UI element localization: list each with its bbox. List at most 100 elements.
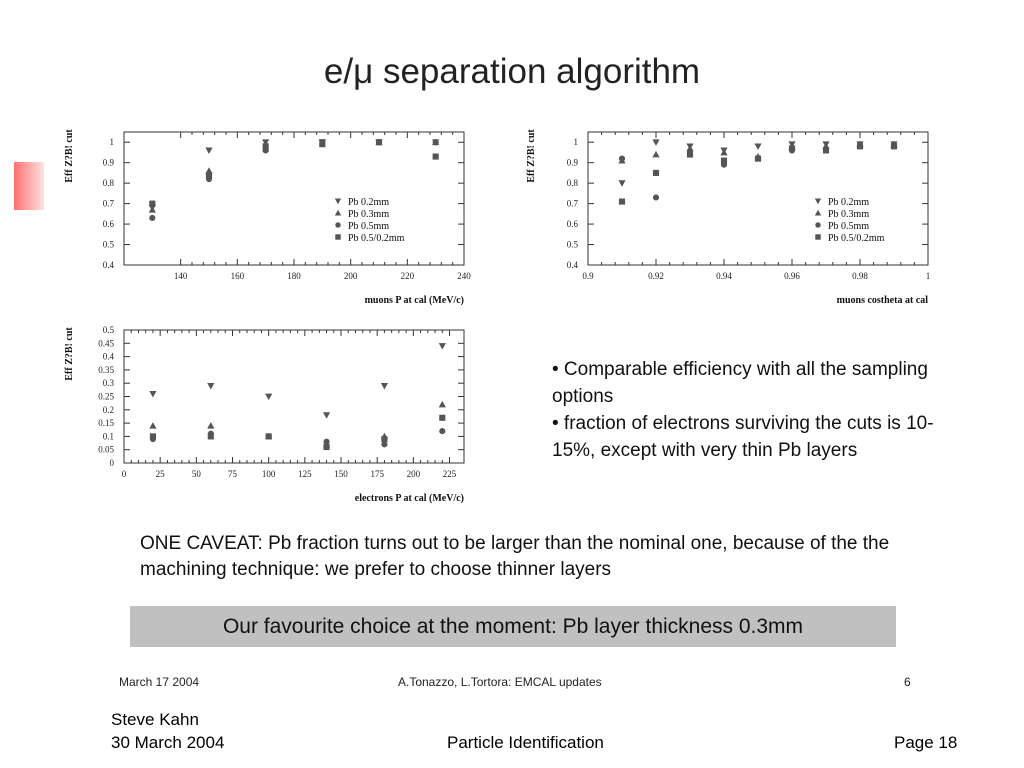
data-point-square [856, 143, 864, 150]
legend-marker-circle [335, 222, 341, 228]
data-point-down-triangle [618, 180, 626, 187]
data-point-circle [149, 214, 156, 221]
legend-entry: Pb 0.5mm [828, 221, 869, 232]
y-tick-label: 0.05 [98, 445, 114, 455]
x-tick-label: 225 [443, 469, 457, 479]
legend-entry: Pb 0.3mm [348, 209, 389, 220]
chart-electrons-momentum: 0 0.05 0.1 0.15 0.2 0.25 0.3 0.35 0.4 0.45 0.5 0 25 5… [64, 325, 465, 504]
legend-marker-down-triangle [334, 198, 342, 205]
data-point-circle [432, 139, 439, 146]
data-point-circle [323, 438, 330, 445]
data-point-square [618, 198, 626, 205]
data-point-square [652, 169, 660, 176]
data-point-down-triangle [652, 139, 660, 146]
data-point-circle [381, 441, 388, 448]
data-point-square [149, 433, 156, 440]
x-tick-label: 0.92 [648, 271, 664, 281]
data-point-square [381, 436, 388, 443]
data-point-down-triangle [149, 390, 157, 398]
bullet-list: • Comparable efficiency with all the sam… [552, 356, 952, 464]
x-tick-label: 240 [457, 271, 471, 281]
data-point-square [822, 147, 830, 154]
y-tick-label: 0.6 [103, 219, 115, 229]
x-tick-label: 220 [401, 271, 415, 281]
bullet-item: • Comparable efficiency with all the sam… [552, 359, 928, 407]
conclusion-banner: Our favourite choice at the moment: Pb l… [130, 606, 896, 647]
x-tick-label: 50 [192, 469, 202, 479]
x-tick-label: 125 [298, 469, 312, 479]
data-point-circle [618, 155, 626, 162]
y-tick-label: 0.35 [98, 365, 114, 375]
data-point-square [319, 139, 326, 146]
y-tick-label: 0.5 [103, 325, 115, 335]
x-axis-label: muons P at cal (MeV/c) [365, 295, 464, 306]
footer-date: 30 March 2004 [111, 733, 225, 752]
plot-frame [587, 131, 929, 266]
y-axis-label: Eff Z?B! cut [64, 327, 75, 381]
caveat-text: ONE CAVEAT: Pb fraction turns out to be … [140, 533, 890, 580]
chart-muons-momentum: 0.4 0.5 0.6 0.7 0.8 0.9 1 140 160 180 200 220 240 muo… [64, 129, 471, 306]
data-point-square [686, 151, 694, 158]
y-axis-label: Eff Z?B! cut [526, 129, 537, 183]
chart-muons-costheta: 0.4 0.5 0.6 0.7 0.8 0.9 1 0.9 0.92 0.94 0.96 0.98 1 m… [526, 129, 930, 306]
decorative-accent-bar [14, 162, 44, 210]
x-tick-label: 0.94 [716, 271, 732, 281]
data-point-square [432, 153, 439, 160]
legend-marker-square [335, 234, 341, 240]
data-point-square [375, 139, 383, 146]
embedded-slide-page: 6 [904, 675, 911, 689]
x-tick-label: 0 [122, 469, 127, 479]
y-tick-label: 0.8 [103, 178, 115, 188]
y-tick-label: 0.2 [103, 405, 114, 415]
legend-marker-up-triangle [814, 209, 822, 216]
data-point-square [439, 414, 446, 421]
legend-entry: Pb 0.2mm [828, 197, 869, 208]
x-tick-label: 175 [370, 469, 384, 479]
y-tick-label: 0.25 [98, 392, 114, 402]
legend-entry: Pb 0.2mm [348, 197, 389, 208]
data-point-square [323, 443, 330, 451]
y-tick-label: 0.7 [567, 199, 579, 209]
x-tick-label: 0.98 [852, 271, 868, 281]
x-axis-label: electrons P at cal (MeV/c) [355, 493, 464, 504]
data-point-square [788, 145, 796, 152]
data-point-square [262, 143, 269, 150]
legend-entry: Pb 0.3mm [828, 209, 869, 220]
legend-marker-circle [815, 222, 821, 228]
data-point-square [890, 143, 898, 150]
y-axis-label: Eff Z?B! cut [64, 129, 75, 183]
legend-entry: Pb 0.5/0.2mm [828, 233, 885, 244]
y-tick-label: 0.7 [103, 199, 115, 209]
x-tick-label: 0.96 [784, 271, 800, 281]
data-point-up-triangle [720, 148, 728, 156]
data-point-up-triangle [438, 400, 446, 408]
data-point-circle [652, 194, 660, 201]
data-point-down-triangle [322, 412, 331, 419]
x-tick-label: 200 [407, 469, 421, 479]
data-point-square [207, 433, 214, 440]
data-point-down-triangle [265, 393, 273, 401]
x-tick-label: 100 [262, 469, 276, 479]
legend-marker-down-triangle [814, 198, 822, 205]
y-tick-label: 0.15 [98, 418, 114, 428]
data-point-down-triangle [205, 147, 213, 155]
data-point-square [754, 155, 762, 162]
y-tick-label: 0.5 [103, 240, 115, 250]
y-tick-label: 0.45 [98, 338, 114, 348]
footer-page-number: Page 18 [894, 733, 958, 752]
data-point-down-triangle [438, 343, 446, 350]
y-tick-label: 0.1 [103, 431, 114, 441]
legend-entry: Pb 0.5mm [348, 221, 389, 232]
data-point-square [265, 433, 272, 440]
y-tick-label: 0.4 [567, 260, 579, 270]
embedded-slide-authors: A.Tonazzo, L.Tortora: EMCAL updates [398, 675, 602, 689]
y-tick-label: 0.3 [103, 378, 115, 388]
data-point-up-triangle [148, 206, 156, 213]
data-point-up-triangle [686, 144, 694, 152]
y-tick-label: 0.4 [103, 260, 115, 270]
plot-frame [123, 329, 465, 464]
y-tick-label: 0 [110, 458, 115, 468]
x-axis-label: muons costheta at cal [837, 295, 929, 306]
x-tick-label: 140 [174, 271, 188, 281]
data-point-down-triangle [207, 382, 215, 390]
